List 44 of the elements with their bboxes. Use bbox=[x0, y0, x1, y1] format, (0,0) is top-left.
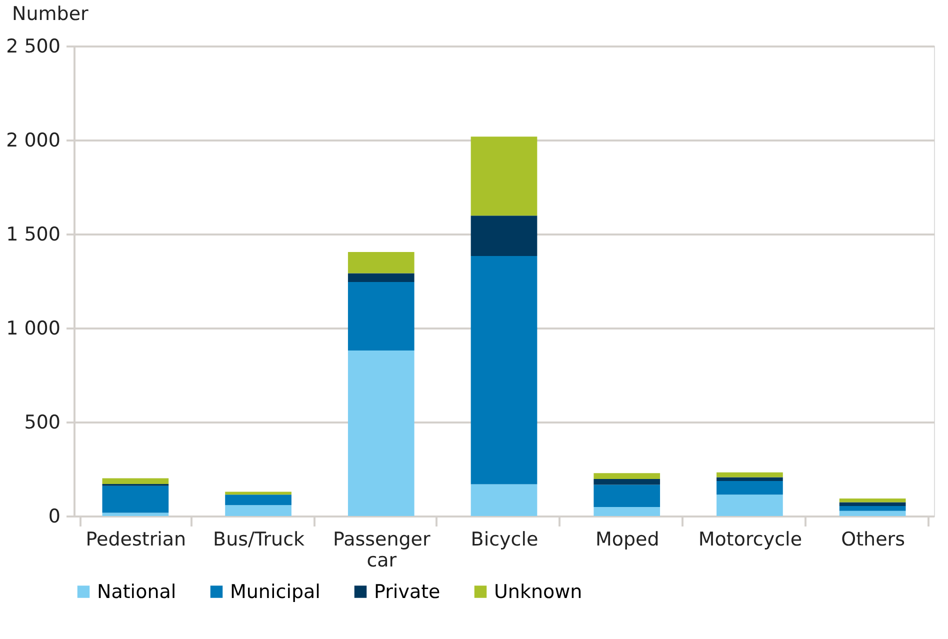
bar bbox=[225, 505, 292, 516]
bar bbox=[594, 478, 660, 485]
x-tick-label: Others bbox=[841, 528, 905, 550]
bar bbox=[102, 478, 169, 484]
x-tick-label: Motorcycle bbox=[698, 528, 802, 550]
bar bbox=[470, 216, 538, 256]
x-tick-label: Passenger car bbox=[332, 528, 430, 572]
bar bbox=[839, 498, 906, 502]
x-tick-label: Moped bbox=[595, 528, 660, 550]
bar bbox=[470, 484, 538, 516]
bar bbox=[594, 506, 660, 516]
bar bbox=[839, 510, 906, 516]
bar bbox=[348, 282, 414, 351]
bar bbox=[102, 512, 169, 516]
y-tick-label: 500 bbox=[24, 412, 60, 434]
y-tick-label: 2 000 bbox=[6, 130, 60, 152]
x-tick-label: Pedestrian bbox=[86, 528, 186, 550]
y-axis-title: Number bbox=[12, 3, 89, 25]
bar bbox=[839, 502, 906, 506]
bar bbox=[225, 492, 292, 495]
y-tick-label: 2 500 bbox=[6, 36, 60, 58]
bar bbox=[716, 472, 783, 478]
y-tick-label: 1 000 bbox=[6, 318, 60, 340]
legend-label: National bbox=[97, 580, 176, 603]
legend-label: Unknown bbox=[494, 580, 582, 603]
bar bbox=[348, 273, 414, 282]
bar bbox=[716, 477, 783, 482]
bar bbox=[225, 494, 292, 506]
bar bbox=[716, 494, 783, 516]
bar bbox=[348, 350, 414, 516]
legend-label: Municipal bbox=[230, 580, 320, 603]
bar bbox=[716, 481, 783, 495]
bar bbox=[102, 486, 169, 513]
y-tick-label: 1 500 bbox=[6, 224, 60, 246]
y-tick-label: 0 bbox=[48, 506, 60, 528]
bar bbox=[470, 136, 538, 216]
legend-label: Private bbox=[374, 580, 440, 603]
bar bbox=[839, 506, 906, 511]
x-tick-label: Bicycle bbox=[470, 528, 538, 550]
bar bbox=[594, 473, 660, 479]
x-tick-label: Bus/Truck bbox=[213, 528, 305, 550]
bar bbox=[594, 484, 660, 507]
bar bbox=[348, 252, 414, 274]
bar bbox=[470, 256, 538, 484]
